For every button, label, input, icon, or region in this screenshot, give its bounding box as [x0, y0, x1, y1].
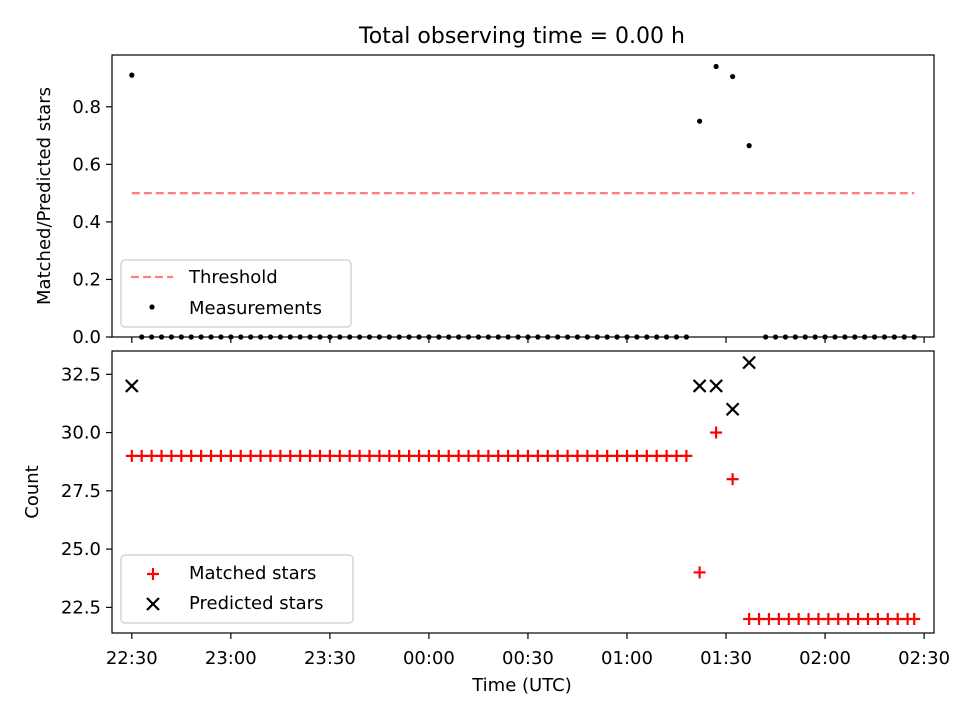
count-plot-frame [111, 350, 935, 634]
ratio-y-tick-label: 0.0 [72, 327, 101, 348]
matched-star-point [710, 426, 723, 439]
x-tick-label: 01:00 [601, 648, 653, 669]
x-tick-label: 00:30 [502, 648, 554, 669]
measurement-point [730, 73, 736, 80]
x-axis-label: Time (UTC) [471, 675, 572, 696]
predicted-star-point [725, 402, 740, 417]
measurement-point [697, 118, 703, 124]
predicted-star-point [709, 379, 723, 393]
x-tick-label: 22:30 [106, 648, 158, 669]
measurement-point [713, 63, 719, 70]
ratio-y-tick-label: 0.4 [72, 212, 101, 233]
matched-star-point [726, 473, 739, 486]
count-legend-box [120, 554, 354, 624]
ratio-y-tick-label: 0.6 [72, 154, 101, 175]
x-tick-label: 02:00 [799, 648, 851, 669]
ratio-y-ticks: 0.0 0.2 0.4 0.6 0.8 [72, 97, 112, 348]
matched-star-point [680, 449, 693, 462]
measurement-point [746, 143, 752, 149]
figure-title: Total observing time = 0.00 h [358, 24, 685, 49]
ratio-legend-box [120, 259, 352, 328]
count-legend: Matched stars Predicted stars [120, 554, 354, 624]
legend-measurements-swatch [149, 304, 155, 310]
matched-star-point [908, 613, 921, 626]
legend-predicted-label: Predicted stars [189, 593, 323, 614]
count-y-ticks: 22.5 25.0 27.5 30.0 32.5 [61, 364, 112, 618]
predicted-star-point [125, 379, 139, 393]
legend-threshold-label: Threshold [188, 267, 278, 288]
ratio-y-tick-label: 0.2 [72, 269, 101, 290]
ratio-y-axis-label: Matched/Predicted stars [34, 87, 55, 305]
legend-matched-swatch [147, 568, 159, 580]
count-x-ticks: 22:30 23:00 23:30 00:00 00:30 01:00 01:30 02:00… [106, 633, 950, 669]
legend-measurements-label: Measurements [189, 298, 322, 319]
count-panel: 22.5 25.0 27.5 30.0 32.5 22:30 23:00 23:30 00:0… [22, 350, 950, 696]
ratio-y-tick-label: 0.8 [72, 97, 101, 118]
count-y-tick-label: 32.5 [61, 364, 101, 385]
ratio-plot-frame [111, 54, 935, 338]
count-y-tick-label: 25.0 [61, 539, 101, 560]
predicted-star-point [742, 355, 756, 370]
count-y-axis-label: Count [22, 465, 43, 518]
x-tick-label: 01:30 [700, 648, 752, 669]
x-tick-label: 23:30 [304, 648, 356, 669]
x-tick-label: 23:00 [205, 648, 257, 669]
predicted-star-point [692, 379, 707, 393]
count-y-tick-label: 27.5 [61, 481, 101, 502]
x-tick-label: 02:30 [898, 648, 950, 669]
x-tick-label: 00:00 [403, 648, 455, 669]
count-y-tick-label: 22.5 [61, 597, 101, 618]
count-marks [125, 355, 921, 626]
measurement-point [129, 72, 135, 78]
legend-matched-label: Matched stars [189, 563, 316, 584]
legend-predicted-swatch [146, 597, 160, 611]
ratio-legend: Threshold Measurements [120, 259, 352, 328]
count-y-tick-label: 30.0 [61, 423, 101, 444]
ratio-panel: 0.00.20.40.60.8 Matched/Predicted stars … [34, 54, 935, 348]
matched-star-point [693, 566, 706, 579]
